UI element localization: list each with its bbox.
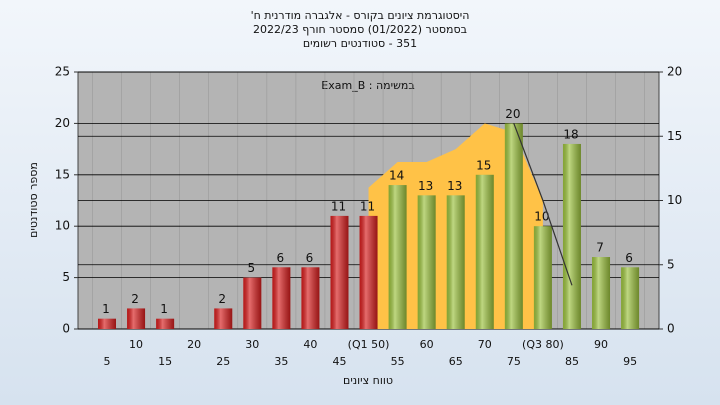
data-label: 6 [625, 251, 633, 265]
bar-shade [243, 277, 262, 329]
data-label: 18 [563, 127, 578, 141]
data-label: 10 [534, 210, 549, 224]
x-tick-label: (Q3 80) [522, 338, 564, 351]
bar-shade [388, 185, 407, 329]
data-label: 11 [331, 199, 346, 213]
x-tick-label: 60 [420, 338, 434, 351]
bar-shade [446, 195, 465, 329]
x-tick-label: 25 [216, 355, 230, 368]
bar-shade [330, 215, 349, 329]
bar-shade [301, 267, 320, 329]
y-tick-label: 20 [55, 116, 70, 130]
bar-shade [359, 215, 378, 329]
x-tick-label: 95 [623, 355, 637, 368]
bar-shade [417, 195, 436, 329]
bar-shade [592, 257, 611, 329]
x-axis-label: טווח ציונים [343, 374, 393, 387]
chart-subtitle: 351 - סטודנטים רשומים [303, 37, 417, 50]
bar-shade [272, 267, 291, 329]
bar-shade [533, 226, 552, 329]
x-tick-label: 15 [158, 355, 172, 368]
y-axis-label: מספר סטודנטים [27, 162, 40, 238]
data-label: 6 [277, 251, 285, 265]
x-tick-label: (Q1 50) [348, 338, 390, 351]
line [513, 123, 573, 286]
bar-shade [127, 308, 146, 329]
y-tick-label: 5 [62, 270, 70, 284]
data-label: 1 [160, 302, 168, 316]
y-tick-label: 0 [62, 322, 70, 336]
bar-shade [562, 143, 581, 329]
bar-shade [504, 123, 523, 330]
chart-title: היסטוגרמת ציונים בקורס - אלגברה מודרנית … [251, 9, 470, 22]
bar-shade [475, 174, 494, 329]
x-tick-label: 30 [245, 338, 259, 351]
y2-tick-label: 20 [667, 65, 682, 79]
x-tick-label: 70 [478, 338, 492, 351]
x-tick-label: 45 [332, 355, 346, 368]
x-tick-label: 75 [507, 355, 521, 368]
data-label: 5 [247, 261, 255, 275]
x-tick-label: 55 [391, 355, 405, 368]
annotation: במשימה : Exam_B [321, 79, 414, 92]
data-label: 13 [447, 179, 462, 193]
y2-tick-label: 0 [667, 322, 675, 336]
data-label: 2 [131, 292, 139, 306]
data-label: 15 [476, 158, 491, 172]
x-tick-label: 85 [565, 355, 579, 368]
bar-shade [156, 318, 175, 329]
data-label: 6 [306, 251, 314, 265]
data-label: 11 [360, 199, 375, 213]
x-tick-label: 20 [187, 338, 201, 351]
x-tick-label: 65 [449, 355, 463, 368]
y2-tick-label: 10 [667, 193, 682, 207]
data-label: 7 [596, 241, 604, 255]
x-tick-label: 90 [594, 338, 608, 351]
x-tick-label: 40 [303, 338, 317, 351]
data-label: 13 [418, 179, 433, 193]
bar-shade [621, 267, 640, 329]
y2-tick-label: 15 [667, 129, 682, 143]
y2-tick-label: 5 [667, 257, 675, 271]
bar-shade [98, 318, 116, 329]
data-label: 2 [218, 292, 226, 306]
data-label: 14 [389, 169, 404, 183]
y-tick-label: 10 [55, 219, 70, 233]
y-tick-label: 25 [55, 65, 70, 79]
y-tick-label: 15 [55, 167, 70, 181]
x-tick-label: 5 [104, 355, 111, 368]
x-tick-label: 10 [129, 338, 143, 351]
x-tick-label: 35 [274, 355, 288, 368]
bar-shade [214, 308, 233, 329]
data-label: 20 [505, 107, 520, 121]
chart-subtitle: בסמסטר (01/2022) סמסטר חורף 2022/23 [253, 23, 467, 36]
data-label: 1 [102, 302, 110, 316]
